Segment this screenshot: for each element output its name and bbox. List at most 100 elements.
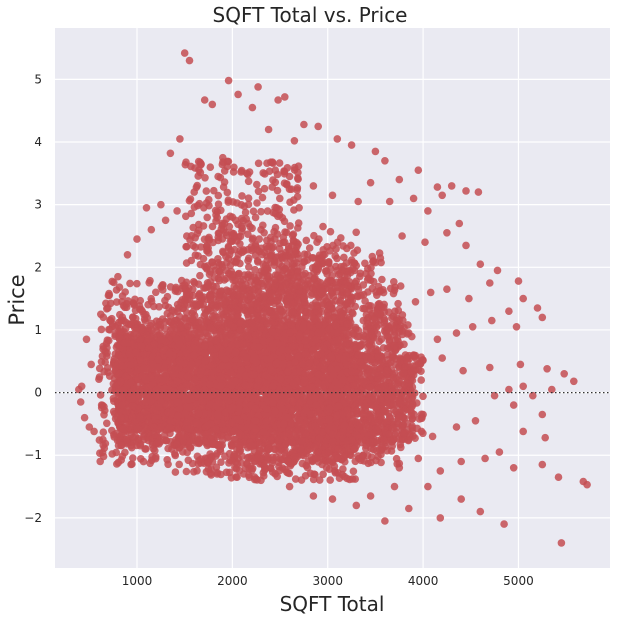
data-point xyxy=(110,278,118,287)
data-point xyxy=(175,390,183,398)
data-point xyxy=(197,455,205,463)
data-point xyxy=(394,306,403,315)
data-point xyxy=(157,423,165,431)
data-point xyxy=(184,424,193,433)
data-point xyxy=(102,299,110,308)
data-point xyxy=(133,425,142,433)
data-point xyxy=(128,412,136,421)
data-point xyxy=(101,406,109,415)
data-point xyxy=(184,334,192,342)
data-point xyxy=(120,339,129,347)
data-point xyxy=(201,357,209,365)
data-point xyxy=(97,325,106,334)
data-point xyxy=(206,450,214,458)
data-point xyxy=(173,440,181,448)
data-point xyxy=(152,288,160,297)
data-point xyxy=(166,318,175,327)
data-point xyxy=(173,398,182,407)
data-point xyxy=(386,284,395,293)
data-point xyxy=(156,321,165,329)
data-point xyxy=(130,301,138,309)
data-point xyxy=(152,327,161,335)
data-point xyxy=(143,383,152,392)
data-point xyxy=(176,359,185,368)
data-point xyxy=(140,364,148,372)
data-point xyxy=(390,278,398,286)
data-point xyxy=(136,356,145,364)
data-point xyxy=(128,402,137,410)
data-point xyxy=(127,378,135,387)
data-point xyxy=(136,413,144,422)
data-point xyxy=(133,279,141,288)
data-point xyxy=(167,408,176,417)
data-point xyxy=(99,428,108,437)
data-point xyxy=(117,377,125,386)
data-point xyxy=(174,412,182,420)
data-point xyxy=(145,279,153,287)
data-point xyxy=(193,390,201,399)
data-point xyxy=(175,460,183,469)
data-point xyxy=(394,299,402,308)
data-point xyxy=(161,296,169,305)
data-point xyxy=(95,375,103,384)
data-point xyxy=(124,320,133,328)
data-point xyxy=(161,375,169,384)
data-point xyxy=(191,344,199,353)
data-point xyxy=(157,336,165,344)
data-point xyxy=(380,316,389,325)
data-point xyxy=(99,345,107,353)
data-point xyxy=(144,418,153,426)
data-point xyxy=(185,442,193,451)
data-point xyxy=(108,450,116,458)
data-point xyxy=(98,352,107,360)
data-point xyxy=(126,361,135,369)
data-point xyxy=(183,372,192,381)
data-point xyxy=(129,454,137,462)
data-point xyxy=(193,467,201,475)
data-point xyxy=(105,325,113,334)
data-point xyxy=(185,403,193,412)
data-point xyxy=(173,377,181,386)
data-point xyxy=(111,323,119,332)
data-point xyxy=(100,444,109,453)
data-point xyxy=(141,317,149,325)
data-point xyxy=(123,300,131,308)
data-point xyxy=(182,348,190,357)
data-point xyxy=(130,329,139,338)
data-point xyxy=(111,332,119,341)
data-point xyxy=(157,283,166,291)
data-point xyxy=(147,294,155,303)
data-point xyxy=(182,467,191,476)
data-point xyxy=(164,444,172,453)
data-point xyxy=(236,442,244,450)
data-point xyxy=(129,433,138,442)
data-point xyxy=(190,351,198,360)
data-point xyxy=(141,375,150,384)
data-point xyxy=(165,349,174,358)
data-point xyxy=(224,433,233,441)
data-point xyxy=(153,439,162,447)
data-point xyxy=(119,425,127,433)
data-point xyxy=(114,458,123,467)
data-point xyxy=(132,441,141,450)
data-point xyxy=(179,432,187,441)
data-point xyxy=(195,409,203,418)
data-point xyxy=(118,362,126,370)
data-point xyxy=(103,419,111,428)
data-point xyxy=(95,436,104,444)
data-point xyxy=(143,425,151,434)
data-point xyxy=(137,455,145,463)
data-point xyxy=(144,344,153,352)
data-point xyxy=(110,433,118,441)
data-point xyxy=(144,300,152,309)
data-point xyxy=(137,342,146,350)
data-point xyxy=(96,457,104,466)
data-point xyxy=(108,314,116,323)
data-point xyxy=(191,375,199,384)
data-point xyxy=(121,448,129,457)
data-point xyxy=(126,279,134,288)
data-point xyxy=(118,401,126,409)
data-point xyxy=(181,395,189,404)
data-point xyxy=(163,309,172,318)
